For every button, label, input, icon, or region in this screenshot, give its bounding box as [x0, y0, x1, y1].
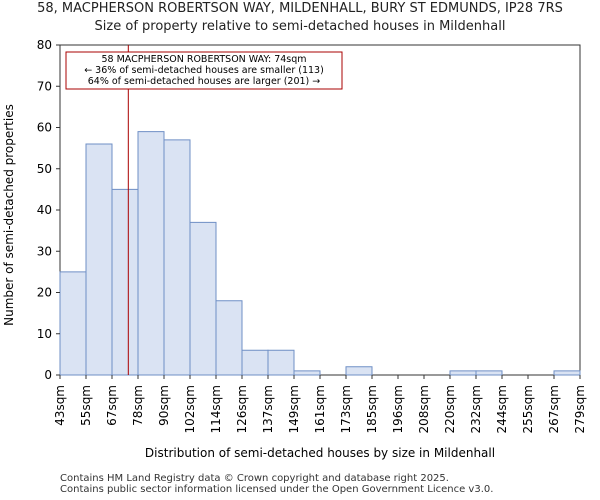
annotation-line-2: ← 36% of semi-detached houses are smalle… [84, 65, 324, 76]
x-tick-label: 90sqm [157, 385, 171, 426]
histogram-bar [475, 370, 503, 376]
y-tick-label: 30 [37, 244, 52, 258]
footer-line-2: Contains public sector information licen… [60, 484, 494, 495]
histogram-bar [215, 300, 243, 376]
chart-subtitle: Size of property relative to semi-detach… [94, 19, 506, 34]
x-tick-label: 114sqm [209, 385, 223, 433]
histogram-chart: 0 10 20 30 40 50 60 70 80 43sqm 55sqm 67sqm 78sqm 90… [2, 38, 587, 460]
y-tick-label: 40 [37, 203, 52, 217]
y-tick-label: 70 [37, 79, 52, 93]
histogram-bar [85, 143, 113, 376]
x-tick-label: 43sqm [53, 385, 67, 426]
x-tick-label: 232sqm [469, 385, 483, 433]
y-tick-label: 80 [37, 38, 52, 52]
x-tick-label: 196sqm [391, 385, 405, 433]
histogram-bar [59, 271, 87, 376]
y-tick-label: 60 [37, 121, 52, 135]
x-tick-label: 149sqm [287, 385, 301, 433]
x-tick-label: 220sqm [443, 385, 457, 433]
x-tick-label: 67sqm [105, 385, 119, 426]
x-axis-label: Distribution of semi-detached houses by … [145, 446, 495, 460]
y-tick-label: 50 [37, 162, 52, 176]
footer-line-1: Contains HM Land Registry data © Crown c… [60, 473, 449, 484]
x-tick-label: 126sqm [235, 385, 249, 433]
histogram-bar [449, 370, 477, 376]
histogram-bar [553, 370, 581, 376]
x-tick-label: 161sqm [313, 385, 327, 433]
x-tick-label: 279sqm [573, 385, 587, 433]
x-tick-label: 55sqm [79, 385, 93, 426]
y-axis-label: Number of semi-detached properties [2, 104, 16, 326]
histogram-bar [111, 188, 139, 376]
x-tick-label: 173sqm [339, 385, 353, 433]
x-tick-label: 255sqm [521, 385, 535, 433]
x-tick-label: 208sqm [417, 385, 431, 433]
histogram-bar [267, 349, 295, 376]
x-tick-label: 102sqm [183, 385, 197, 433]
x-tick-label: 137sqm [261, 385, 275, 433]
x-tick-label: 244sqm [495, 385, 509, 433]
annotation-box [65, 51, 343, 90]
histogram-bar [163, 139, 191, 376]
x-tick-label: 185sqm [365, 385, 379, 433]
x-tick-label: 78sqm [131, 385, 145, 426]
histogram-bar [345, 366, 373, 376]
histogram-bar [189, 221, 217, 376]
chart-title: 58, MACPHERSON ROBERTSON WAY, MILDENHALL… [37, 1, 563, 16]
histogram-bar [241, 349, 269, 376]
histogram-bar [293, 370, 321, 376]
annotation-line-1: 58 MACPHERSON ROBERTSON WAY: 74sqm [101, 54, 306, 65]
histogram-bar [137, 131, 165, 376]
y-tick-label: 10 [37, 327, 52, 341]
annotation-line-3: 64% of semi-detached houses are larger (… [88, 76, 321, 87]
y-tick-label: 20 [37, 286, 52, 300]
x-tick-label: 267sqm [547, 385, 561, 433]
y-tick-label: 0 [44, 368, 52, 382]
